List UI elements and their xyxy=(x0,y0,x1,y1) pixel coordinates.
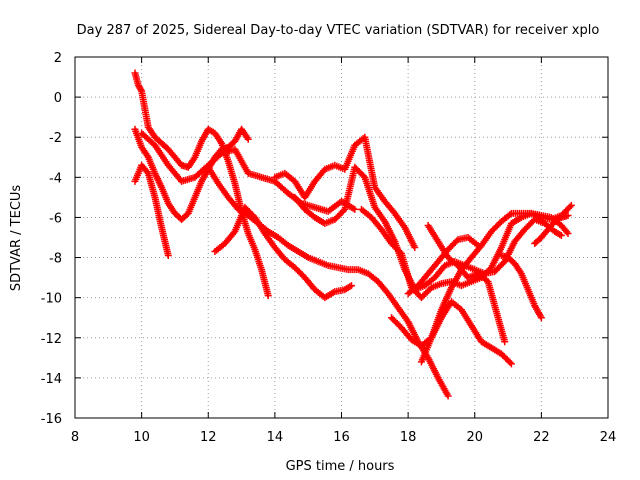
data-point xyxy=(537,314,545,322)
data-point xyxy=(564,229,572,237)
y-axis-label: SDTVAR / TECUs xyxy=(9,185,24,292)
y-tick-label: -14 xyxy=(41,372,62,387)
y-tick-label: -8 xyxy=(49,252,62,267)
y-tick-label: 0 xyxy=(54,91,62,106)
series-track-7 xyxy=(271,133,419,252)
data-point xyxy=(566,203,574,211)
series-track-5 xyxy=(211,203,355,302)
x-tick-label: 12 xyxy=(200,430,217,445)
data-point xyxy=(264,292,272,300)
x-tick-label: 18 xyxy=(400,430,417,445)
x-tick-label: 14 xyxy=(267,430,284,445)
series-track-6 xyxy=(204,163,452,400)
y-tick-label: -12 xyxy=(41,332,62,347)
data-point xyxy=(506,358,514,366)
y-tick-label: 2 xyxy=(54,51,62,66)
y-tick-label: -6 xyxy=(49,211,62,226)
x-tick-label: 24 xyxy=(600,430,617,445)
data-point xyxy=(507,360,515,368)
data-point xyxy=(567,201,575,209)
data-point xyxy=(164,252,172,260)
x-tick-label: 8 xyxy=(71,430,79,445)
data-point xyxy=(339,207,347,215)
data-points xyxy=(131,69,575,400)
data-point xyxy=(474,242,482,250)
data-point xyxy=(411,244,419,252)
series-track-14 xyxy=(531,211,572,248)
series-track-1 xyxy=(131,69,272,300)
data-point xyxy=(444,392,452,400)
x-tick-label: 16 xyxy=(333,430,350,445)
series-track-13 xyxy=(497,252,545,322)
x-axis-label: GPS time / hours xyxy=(286,459,395,474)
data-point xyxy=(347,282,355,290)
y-tick-label: -2 xyxy=(49,131,62,146)
data-point xyxy=(351,205,359,213)
data-point xyxy=(244,135,252,143)
axis-ticks: 8 10 12 14 16 18 20 22 24 -16 -14 -12 -10 -8 -6 -4 -2 0 2 xyxy=(41,51,617,445)
y-tick-label: -16 xyxy=(41,412,62,427)
x-tick-label: 22 xyxy=(533,430,550,445)
series-track-4 xyxy=(138,129,359,215)
data-point xyxy=(501,338,509,346)
data-point xyxy=(557,231,565,239)
y-tick-label: -4 xyxy=(49,171,62,186)
data-point xyxy=(137,86,145,94)
x-tick-label: 20 xyxy=(466,430,483,445)
grid-lines xyxy=(75,57,608,418)
series-track-2 xyxy=(131,161,172,260)
series-track-15 xyxy=(404,234,482,298)
y-tick-label: -10 xyxy=(41,292,62,307)
data-point xyxy=(564,211,572,219)
data-point xyxy=(230,229,238,237)
chart-title: Day 287 of 2025, Sidereal Day-to-day VTE… xyxy=(77,23,600,38)
series-track-12 xyxy=(424,221,509,346)
x-tick-label: 10 xyxy=(133,430,150,445)
